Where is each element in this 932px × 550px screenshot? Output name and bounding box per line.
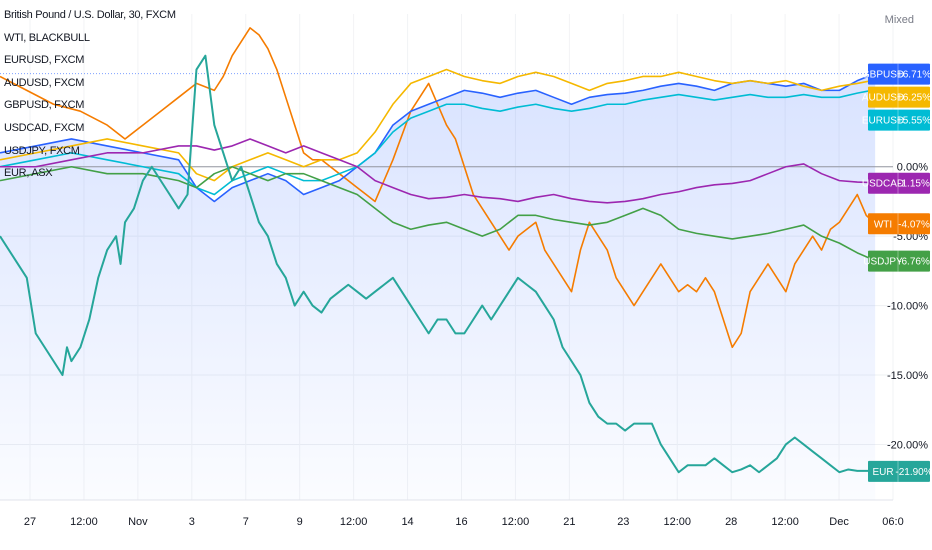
scale-mode-label[interactable]: Mixed: [884, 14, 914, 26]
y-tick-label: -20.00%: [887, 439, 928, 451]
last-label-name: AUDUSD: [862, 93, 904, 104]
last-label-value: -4.07%: [898, 219, 930, 230]
legend-entry-eurusd[interactable]: EURUSD, FXCM: [4, 54, 85, 67]
last-label-usdcad: USDCAD-1.15%: [862, 172, 930, 194]
last-label-name: USDCAD: [862, 179, 904, 190]
x-tick-label: 12:00: [70, 516, 98, 528]
x-tick-label: 12:00: [771, 516, 799, 528]
series-line-usdcad[interactable]: [0, 138, 876, 204]
series-layer: [0, 27, 876, 474]
last-label-name: USDJPY: [863, 257, 903, 268]
x-tick-label: 12:00: [340, 516, 368, 528]
legend-entry-wti[interactable]: WTI, BLACKBULL: [4, 31, 90, 44]
last-value-labels: GBPUSD+6.71%AUDUSD+6.25%EURUSD+5.55%USDC…: [862, 63, 932, 482]
last-label-name: GBPUSD: [862, 70, 904, 81]
x-tick-label: 12:00: [502, 516, 530, 528]
last-label-gbpusd: GBPUSD+6.71%: [862, 63, 931, 85]
legend-entry-gbpusd[interactable]: GBPUSD, FXCM: [4, 99, 85, 112]
x-axis: 27 12:00 Nov 3 7 9 12:00 14 16 12:00 21 23 12:00 28 12…: [0, 499, 904, 528]
legend-entry-usdjpy[interactable]: USDJPY, FXCM: [4, 144, 80, 157]
x-tick-label: 14: [401, 516, 413, 528]
y-axis: 0.00%-5.00%-10.00%-15.00%-20.00%: [887, 162, 928, 452]
x-tick-label: 23: [617, 516, 629, 528]
last-label-value: -1.15%: [898, 179, 930, 190]
series-line-eurusd[interactable]: [0, 88, 876, 196]
gbpusd-area-fill: [0, 73, 876, 501]
last-label-eurusd: EURUSD+5.55%: [862, 109, 931, 131]
legend-entry-audusd[interactable]: AUDUSD, FXCM: [4, 76, 85, 89]
x-tick-label: 3: [189, 516, 195, 528]
x-tick-label: 27: [24, 516, 36, 528]
last-label-usdjpy: USDJPY-6.76%: [863, 250, 930, 272]
last-label-value: +6.25%: [897, 93, 931, 104]
last-label-audusd: AUDUSD+6.25%: [862, 86, 931, 108]
last-label-value: +5.55%: [897, 116, 931, 127]
x-tick-label: 7: [243, 516, 249, 528]
last-label-value: +6.71%: [897, 70, 931, 81]
last-label-value: -21.90%: [895, 467, 932, 478]
last-label-name: WTI: [874, 219, 892, 230]
last-label-eur: EUR -21.90%: [868, 460, 932, 482]
x-tick-label: 21: [563, 516, 575, 528]
y-tick-label: -10.00%: [887, 301, 928, 313]
series-line-audusd[interactable]: [0, 68, 876, 182]
series-line-wti[interactable]: [0, 27, 876, 349]
x-tick-label: 06:0: [882, 516, 903, 528]
last-label-wti: WTI -4.07%: [868, 213, 930, 235]
last-label-name: EUR: [872, 467, 893, 478]
last-label-name: EURUSD: [862, 116, 904, 127]
legend: British Pound / U.S. Dollar, 30, FXCM WT…: [4, 4, 176, 185]
x-tick-label: Dec: [829, 516, 849, 528]
chart-title[interactable]: British Pound / U.S. Dollar, 30, FXCM: [4, 9, 176, 21]
series-line-eur[interactable]: [0, 54, 876, 474]
legend-entry-eur[interactable]: EUR, ASX: [4, 167, 53, 180]
legend-entry-usdcad[interactable]: USDCAD, FXCM: [4, 121, 85, 134]
x-tick-label: 9: [297, 516, 303, 528]
y-tick-label: 0.00%: [897, 162, 928, 174]
y-tick-label: -15.00%: [887, 370, 928, 382]
series-line-usdjpy[interactable]: [0, 165, 876, 262]
x-tick-label: 28: [725, 516, 737, 528]
x-tick-label: 12:00: [663, 516, 691, 528]
x-tick-label: 16: [455, 516, 467, 528]
last-label-value: -6.76%: [898, 257, 930, 268]
x-tick-label: Nov: [128, 516, 148, 528]
